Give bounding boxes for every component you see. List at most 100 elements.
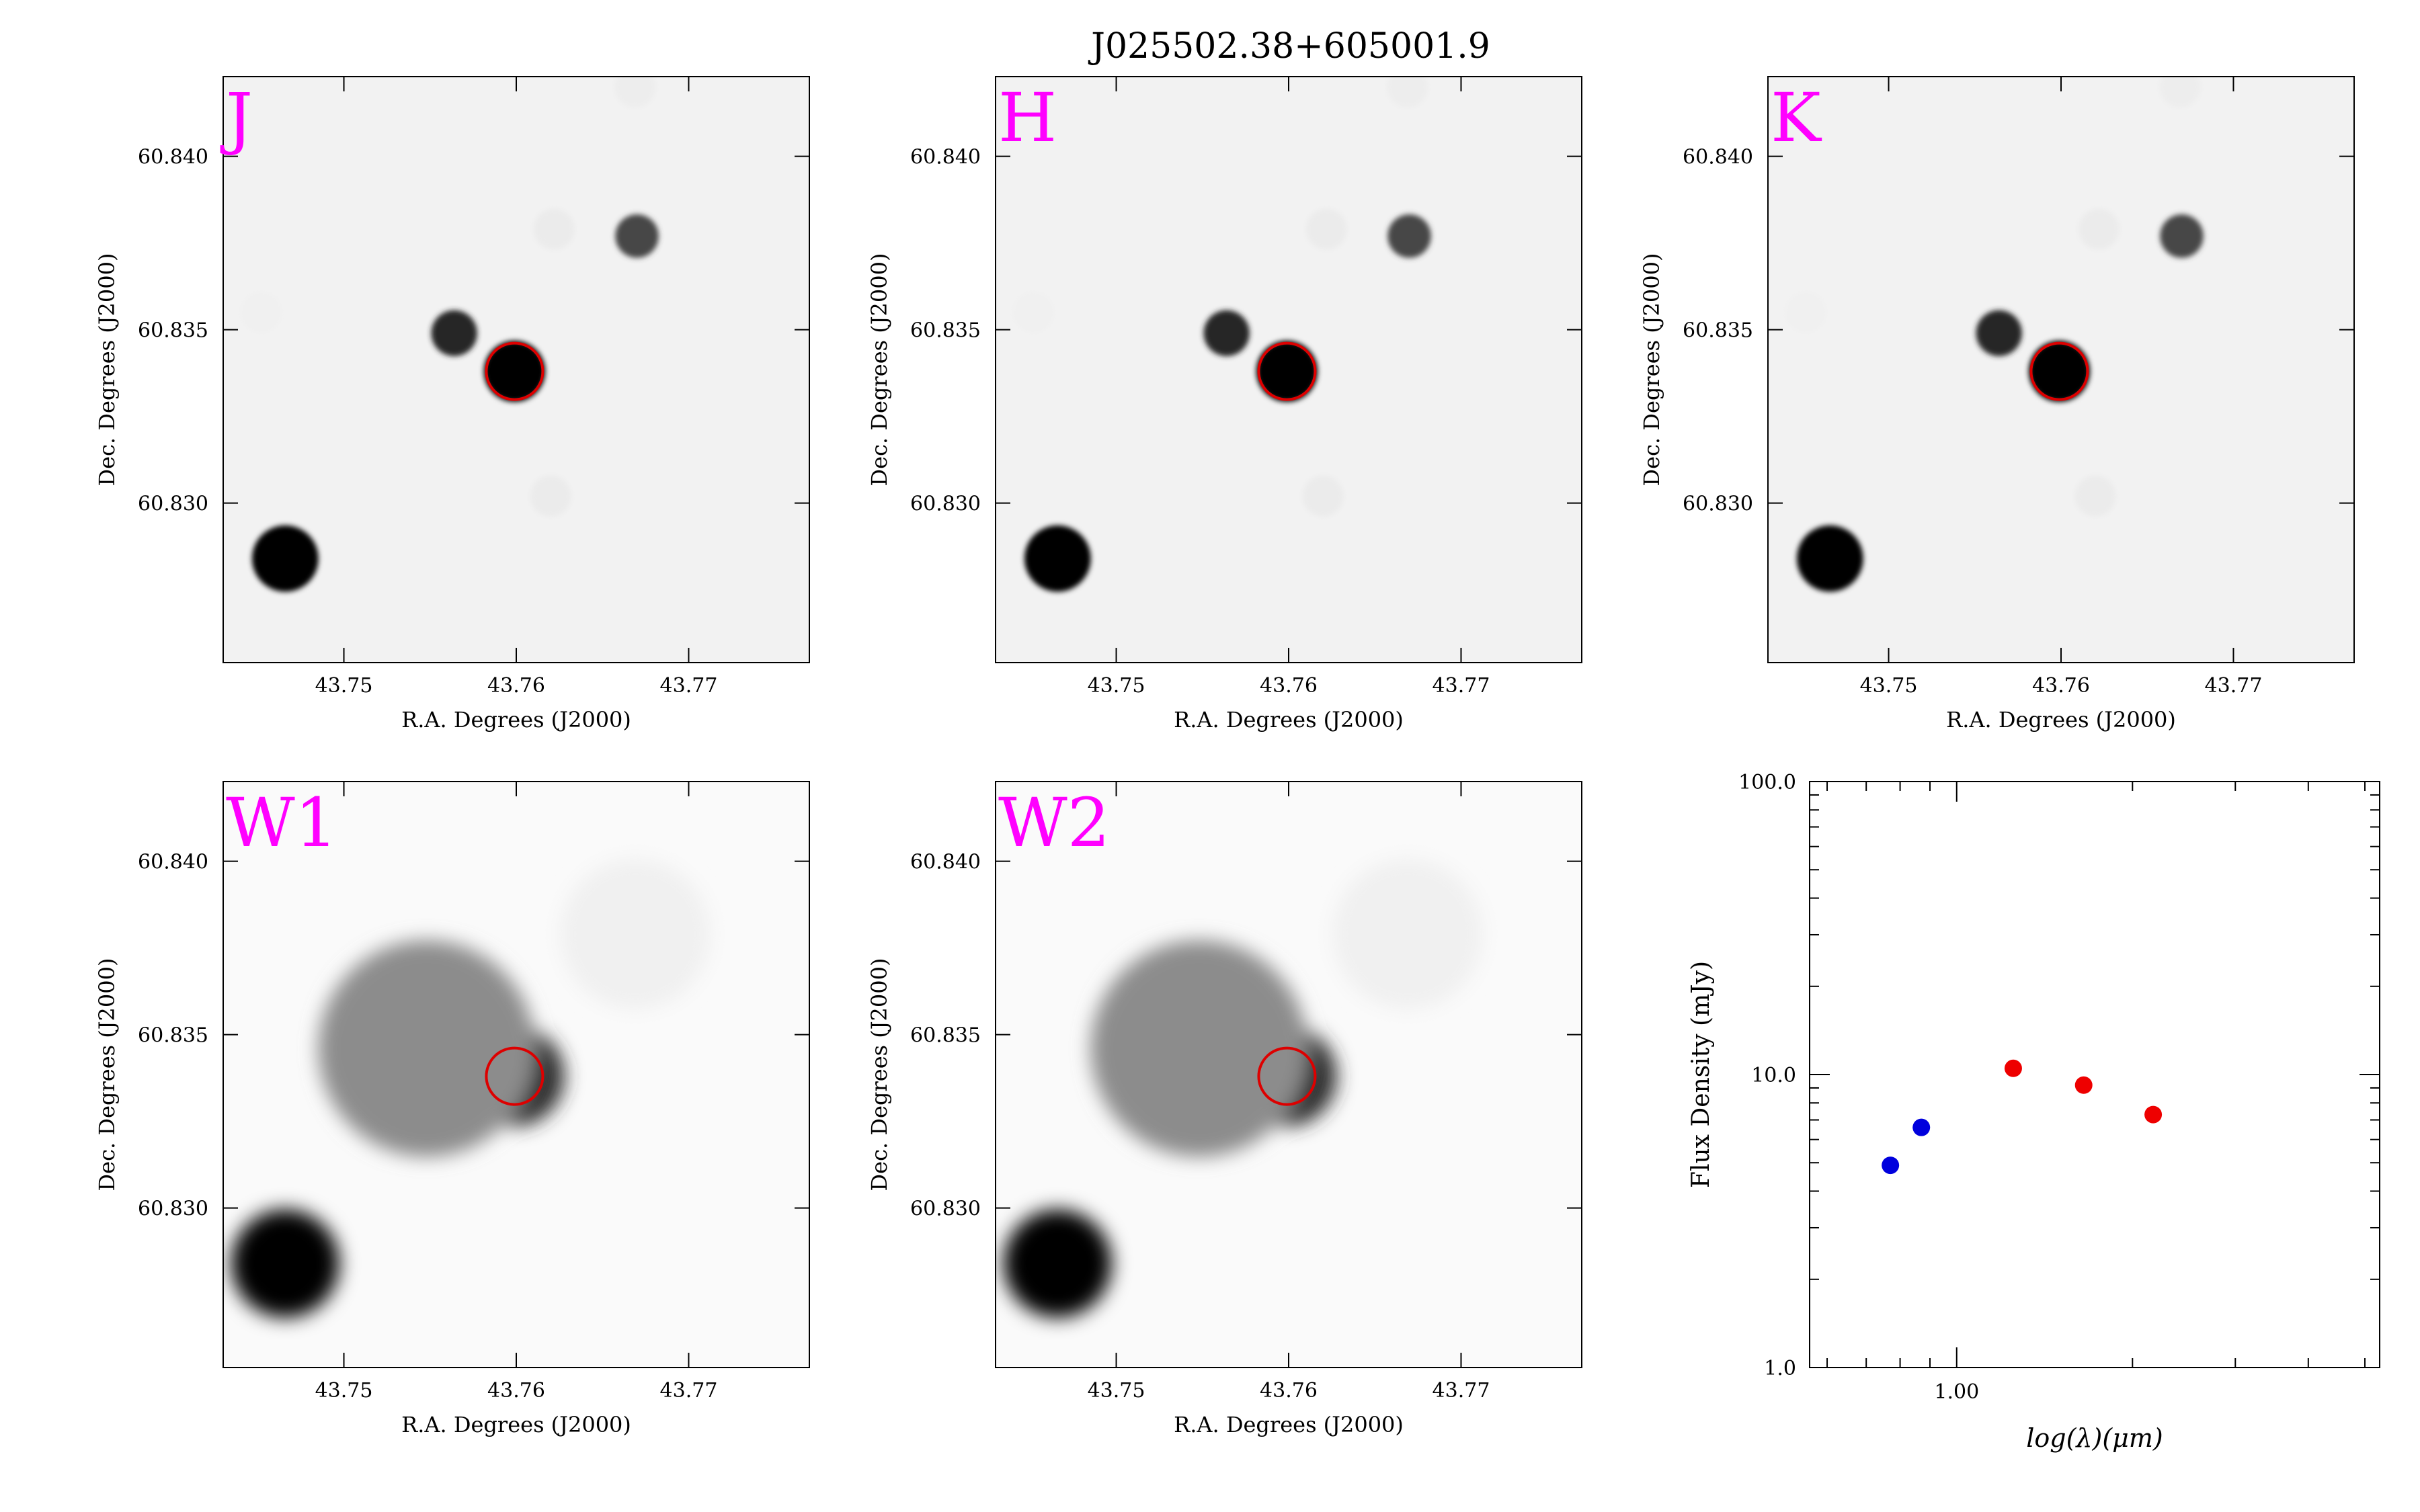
x-tick-label: 43.75 [315,1379,373,1402]
sed-frame [1809,781,2380,1368]
sources-layer [1785,77,2204,592]
y-tick-label: 60.840 [138,851,208,874]
y-axis-label: Dec. Degrees (J2000) [1639,253,1664,487]
x-tick-label: 43.76 [487,1379,545,1402]
source-blob [1003,1209,1112,1318]
source-blob [1387,214,1431,258]
target-marker-circle [1257,1046,1317,1106]
x-axis-label: R.A. Degrees (J2000) [1174,707,1404,732]
x-tick-label: 43.75 [1860,674,1918,698]
image-panel-w2: 43.75 43.76 43.77 60.830 60.835 60.840 R.A. De… [866,781,1582,1437]
source-blob [431,310,477,357]
source-blob [1796,525,1863,592]
source-blob [1785,292,1826,333]
y-tick-label: 60.840 [1683,146,1753,169]
source-blob [2079,208,2120,250]
y-tick-label: 60.830 [910,1198,981,1221]
image-panel-w1: 43.75 43.76 43.77 60.830 60.835 60.840 R.A. De… [94,781,810,1437]
source-blob [560,859,711,1009]
sed-y-tick-label: 100.0 [1738,771,1796,794]
sources-layer [241,77,659,592]
x-axis-label: R.A. Degrees (J2000) [401,1412,631,1437]
sed-x-tick-label: 1.00 [1934,1380,1979,1404]
panel-image [231,859,711,1318]
source-blob [530,475,571,517]
sed-y-axis-label: Flux Density (mJy) [1687,961,1715,1188]
target-marker-circle [485,1046,544,1106]
sed-chart: 1.0 10.0 100.0 1.00 log(λ)(μm) Flux Density (… [1687,771,2380,1453]
target-marker-circle [1257,341,1317,401]
source-blob [614,77,656,108]
x-tick-label: 43.77 [1433,674,1490,698]
source-blob [534,208,575,250]
x-axis-label: R.A. Degrees (J2000) [1174,1412,1404,1437]
source-blob [251,525,319,592]
image-panels: 43.75 43.76 43.77 60.830 60.835 60.840 R.A. De… [94,76,2355,1437]
y-tick-label: 60.835 [138,1024,208,1048]
sed-point [2074,1076,2093,1094]
y-tick-label: 60.835 [1683,319,1753,343]
y-axis-label: Dec. Degrees (J2000) [866,253,892,487]
source-blob [1203,310,1250,357]
x-tick-label: 43.76 [2032,674,2090,698]
band-label: K [1771,79,1822,157]
x-tick-label: 43.75 [1088,674,1145,698]
source-blob [2028,340,2091,403]
source-blob [1387,77,1428,108]
image-panel-j: 43.75 43.76 43.77 60.830 60.835 60.840 R.A. De… [94,76,810,732]
x-tick-label: 43.76 [487,674,545,698]
band-label: W2 [998,784,1110,862]
source-blob [241,292,282,333]
panel-image [241,77,659,592]
y-axis-label: Dec. Degrees (J2000) [94,958,120,1191]
sed-point [1882,1157,1900,1175]
y-axis-label: Dec. Degrees (J2000) [866,958,892,1191]
source-blob [1090,940,1307,1157]
sources-layer [231,859,711,1318]
y-axis-label: Dec. Degrees (J2000) [94,253,120,487]
y-tick-label: 60.835 [910,319,981,343]
source-blob [1976,310,2022,357]
source-blob [1306,208,1347,250]
figure-title: J025502.38+605001.9 [1088,26,1490,67]
band-label: H [998,79,1057,157]
source-blob [1302,475,1344,517]
sed-point [2144,1105,2163,1124]
y-tick-label: 60.835 [138,319,208,343]
band-label: W1 [226,784,337,862]
panel-image [1785,77,2204,592]
source-blob [1332,859,1483,1009]
x-tick-label: 43.75 [1088,1379,1145,1402]
x-tick-label: 43.76 [1260,1379,1318,1402]
source-blob [318,940,535,1157]
x-tick-label: 43.77 [660,674,718,698]
panel-image [1003,859,1483,1318]
y-tick-label: 60.830 [910,493,981,516]
sed-y-tick-label: 10.0 [1751,1064,1796,1087]
x-axis-label: R.A. Degrees (J2000) [1946,707,2176,732]
x-tick-label: 43.77 [2205,674,2263,698]
x-tick-label: 43.75 [315,674,373,698]
source-blob [615,214,659,258]
target-marker-circle [2029,341,2089,401]
source-blob [1256,340,1318,403]
sed-point [2004,1059,2022,1077]
y-tick-label: 60.830 [138,493,208,516]
x-tick-label: 43.77 [1433,1379,1490,1402]
source-blob [1024,525,1091,592]
image-panel-k: 43.75 43.76 43.77 60.830 60.835 60.840 R.A. De… [1639,76,2355,732]
y-tick-label: 60.840 [910,851,981,874]
panel-image [1013,77,1431,592]
sed-point [1912,1118,1931,1136]
band-label: J [220,79,253,157]
source-blob [231,1209,339,1318]
target-marker-circle [485,341,544,401]
x-tick-label: 43.77 [660,1379,718,1402]
source-blob [483,340,546,403]
y-tick-label: 60.835 [910,1024,981,1048]
x-tick-label: 43.76 [1260,674,1318,698]
y-tick-label: 60.840 [138,146,208,169]
image-panel-h: 43.75 43.76 43.77 60.830 60.835 60.840 R.A. De… [866,76,1582,732]
source-blob [2160,214,2204,258]
